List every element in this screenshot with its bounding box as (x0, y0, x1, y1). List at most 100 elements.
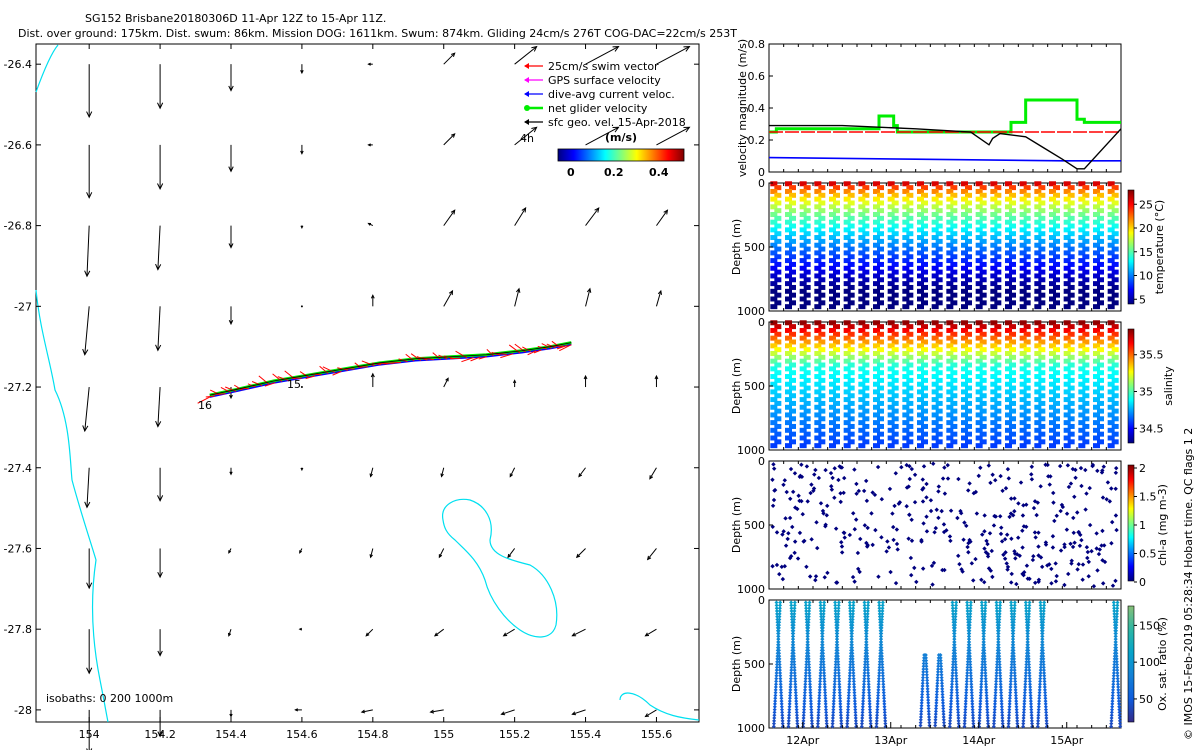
section-sample (902, 351, 910, 356)
oxygen-sample (1008, 676, 1013, 681)
section-sample (1019, 219, 1027, 225)
section-sample (1049, 397, 1056, 403)
oxygen-sample (978, 701, 983, 706)
section-sample (858, 427, 866, 433)
chla-sample (1032, 530, 1038, 535)
section-sample (961, 242, 968, 248)
section-sample (785, 250, 792, 256)
section-sample (1078, 281, 1086, 287)
section-sample (843, 304, 851, 310)
swim-vector (225, 386, 237, 392)
oxygen-sample (880, 603, 885, 608)
oxygen-sample (833, 656, 838, 661)
section-sample (891, 277, 899, 283)
section-sample (994, 377, 1002, 383)
section-sample (770, 389, 778, 395)
section-sample (902, 235, 910, 241)
oxygen-sample (1043, 707, 1048, 712)
section-sample (902, 258, 910, 264)
oxygen-sample (967, 631, 972, 636)
section-sample (1009, 284, 1016, 290)
section-sample (770, 212, 778, 217)
section-sample (877, 431, 884, 437)
oxygen-sample (1011, 628, 1016, 633)
section-sample (1049, 327, 1056, 333)
section-sample (946, 397, 954, 403)
chla-sample (990, 574, 995, 580)
section-sample (917, 235, 924, 241)
chla-sample (1021, 572, 1026, 578)
section-sample (814, 265, 822, 271)
oxygen-sample (877, 609, 882, 614)
section-sample (873, 235, 880, 241)
section-sample (887, 320, 895, 326)
swim-vector (247, 383, 256, 388)
chla-sample (814, 520, 819, 525)
chla-sample (1007, 514, 1012, 520)
oxygen-sample (833, 606, 838, 611)
section-sample (887, 351, 895, 356)
date-tick-label: 12Apr (786, 734, 820, 747)
chla-sample (811, 488, 816, 493)
section-sample (799, 296, 807, 302)
oxygen-sample (833, 614, 838, 619)
section-sample (833, 269, 840, 275)
oxygen-sample (832, 690, 837, 695)
oxygen-sample (792, 600, 797, 605)
oxygen-sample (877, 670, 882, 675)
section-sample (818, 223, 826, 229)
oxygen-sample (835, 620, 840, 625)
swim-vector (461, 356, 474, 363)
section-sample (843, 366, 851, 372)
section-sample (1082, 284, 1090, 290)
section-sample (803, 347, 811, 353)
section-sample (1097, 254, 1104, 260)
section-sample (891, 431, 899, 437)
section-sample (1005, 296, 1012, 302)
section-sample (975, 304, 983, 310)
section-sample (847, 284, 855, 290)
chla-sample (1109, 541, 1114, 546)
section-sample (1067, 362, 1075, 368)
section-sample (979, 339, 987, 345)
oxygen-sample (1024, 609, 1029, 614)
oxygen-sample (968, 665, 973, 670)
section-sample (818, 400, 826, 406)
oxygen-sample (787, 701, 792, 706)
section-sample (785, 258, 792, 264)
current-arrow (84, 225, 91, 278)
oxygen-sample (1109, 718, 1114, 723)
oxygen-sample (1012, 603, 1017, 608)
oxygen-sample (956, 721, 961, 726)
section-sample (1107, 281, 1115, 287)
section-sample (803, 269, 811, 275)
oxygen-sample (1025, 634, 1030, 639)
current-arrow (86, 629, 93, 675)
chla-sample (782, 564, 788, 569)
chla-sample (1036, 553, 1041, 558)
oxygen-sample (948, 718, 953, 723)
section-sample (1107, 412, 1115, 418)
section-sample (1078, 258, 1086, 264)
section-sample (1097, 347, 1104, 353)
section-sample (921, 208, 928, 214)
chla-sample (1017, 553, 1022, 558)
oxygen-sample (880, 614, 885, 619)
current-arrow (228, 64, 234, 92)
section-sample (789, 408, 796, 414)
oxygen-sample (787, 707, 792, 712)
oxygen-sample (810, 721, 815, 726)
section-sample (994, 339, 1002, 345)
oxygen-sample (804, 654, 809, 659)
oxygen-sample (882, 710, 887, 715)
section-sample (935, 331, 943, 337)
oxygen-sample (979, 600, 984, 605)
oxygen-sample (953, 662, 958, 667)
section-sample (829, 381, 836, 387)
gps-track (209, 342, 572, 396)
oxygen-sample (865, 659, 870, 664)
oxygen-sample (805, 634, 810, 639)
oxygen-sample (876, 676, 881, 681)
section-sample (921, 269, 928, 275)
section-sample (1038, 370, 1046, 376)
